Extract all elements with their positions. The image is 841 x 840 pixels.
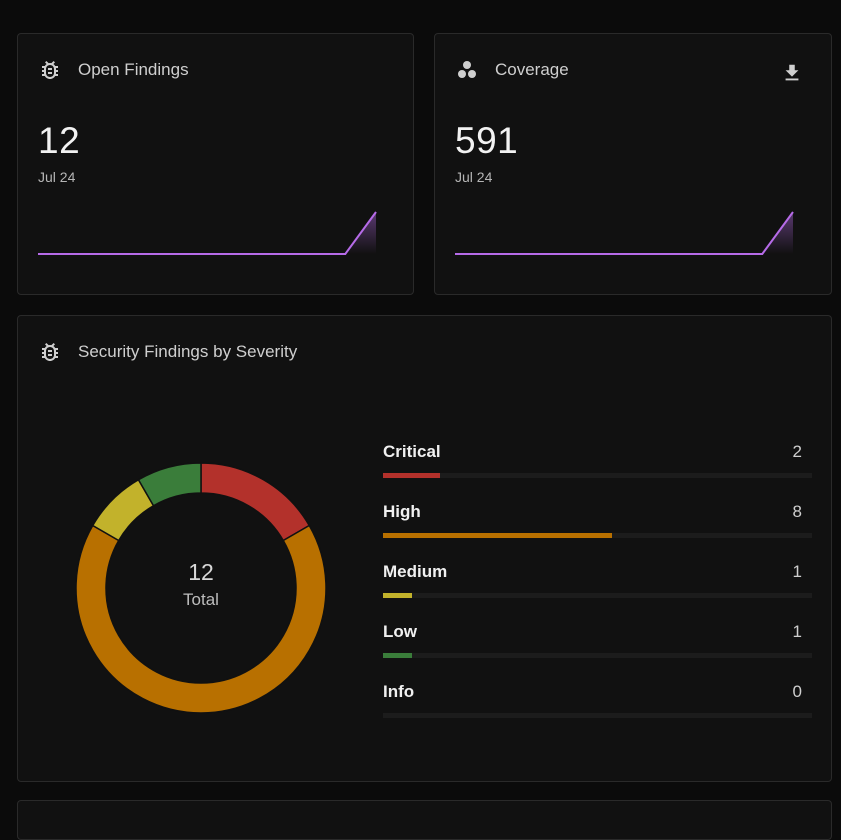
legend-count: 0	[792, 682, 802, 701]
severity-header: Security Findings by Severity	[38, 340, 297, 364]
legend-track	[383, 593, 812, 598]
sparkline-area	[455, 212, 793, 254]
open-findings-card: Open Findings 12 Jul 24	[17, 33, 414, 295]
legend-label: Low	[383, 622, 417, 641]
legend-label: Critical	[383, 442, 441, 461]
sparkline-area	[38, 212, 376, 254]
legend-count: 2	[792, 442, 802, 461]
coverage-sparkline	[455, 211, 794, 255]
card-title: Coverage	[495, 60, 569, 79]
legend-track	[383, 713, 812, 718]
open-findings-header: Open Findings	[38, 58, 189, 82]
legend-track	[383, 533, 812, 538]
legend-row-critical[interactable]: Critical 2	[383, 438, 812, 498]
legend-row-low[interactable]: Low 1	[383, 618, 812, 678]
legend-row-info[interactable]: Info 0	[383, 678, 812, 738]
legend-count: 1	[792, 622, 802, 641]
legend-count: 8	[792, 502, 802, 521]
legend-fill	[383, 533, 612, 538]
sparkline-line	[455, 211, 794, 255]
sparkline-line	[38, 211, 377, 255]
bug-icon	[38, 340, 62, 364]
next-card	[17, 800, 832, 840]
legend-row-medium[interactable]: Medium 1	[383, 558, 812, 618]
legend-label: High	[383, 502, 421, 521]
open-findings-value: 12	[38, 120, 81, 161]
legend-fill	[383, 593, 412, 598]
severity-card: Security Findings by Severity 12 Total C…	[17, 315, 832, 782]
donut-chart	[75, 462, 327, 714]
legend-count: 1	[792, 562, 802, 581]
coverage-date: Jul 24	[455, 169, 493, 185]
open-findings-sparkline	[38, 211, 377, 255]
coverage-header: Coverage	[455, 58, 569, 82]
legend-row-high[interactable]: High 8	[383, 498, 812, 558]
legend-fill	[383, 473, 441, 478]
donut-slice-low[interactable]	[137, 462, 202, 507]
legend-label: Info	[383, 682, 415, 701]
legend-track	[383, 473, 812, 478]
bubbles-icon	[455, 58, 479, 82]
bug-icon	[38, 58, 62, 82]
severity-donut: 12 Total	[75, 462, 327, 714]
coverage-value: 591	[455, 120, 519, 161]
card-title: Security Findings by Severity	[78, 342, 298, 361]
coverage-card: Coverage 591 Jul 24	[434, 33, 832, 295]
donut-slice-high[interactable]	[75, 524, 327, 714]
legend-track	[383, 653, 812, 658]
donut-slice-critical[interactable]	[200, 462, 311, 542]
open-findings-date: Jul 24	[38, 169, 76, 185]
download-icon	[785, 64, 799, 81]
download-button[interactable]	[781, 62, 803, 84]
legend-fill	[383, 653, 412, 658]
card-title: Open Findings	[78, 60, 189, 79]
severity-legend: Critical 2 High 8 Medium 1 Low 1 Info 0	[383, 438, 812, 738]
legend-label: Medium	[383, 562, 448, 581]
